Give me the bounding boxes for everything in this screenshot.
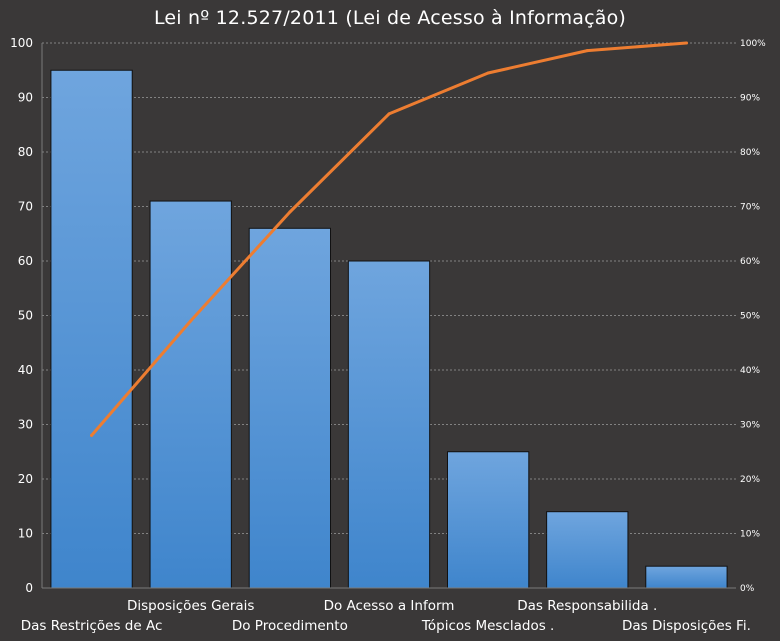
y-tick-label: 0	[25, 581, 33, 595]
x-category-label: Disposições Gerais	[127, 598, 254, 614]
y2-tick-label: 90%	[740, 94, 760, 104]
bar	[546, 511, 629, 589]
y2-tick-label: 80%	[740, 148, 760, 158]
y-tick-label: 70	[18, 200, 33, 214]
y-tick-label: 100	[10, 36, 33, 50]
y2-tick-label: 70%	[740, 203, 760, 213]
y2-tick-label: 0%	[740, 584, 755, 594]
line-point	[387, 112, 391, 116]
y-tick-label: 30	[18, 418, 33, 432]
bar	[248, 227, 332, 589]
y2-tick-label: 10%	[740, 530, 760, 540]
bar	[645, 565, 728, 589]
line-point	[288, 210, 292, 214]
x-category-label: Tópicos Mesclados .	[421, 618, 554, 634]
y-tick-label: 50	[18, 309, 33, 323]
x-category-label: Do Procedimento	[232, 618, 348, 634]
y-tick-label: 20	[18, 472, 33, 486]
y2-tick-label: 30%	[740, 421, 760, 431]
bar	[50, 69, 133, 589]
bar	[347, 260, 431, 589]
bar	[149, 200, 232, 589]
y2-tick-label: 60%	[740, 257, 760, 267]
line-point	[585, 49, 589, 53]
line-point	[90, 433, 94, 437]
line-point	[486, 71, 490, 75]
line-point	[684, 41, 688, 45]
x-category-label: Das Disposições Fi.	[622, 618, 751, 634]
chart-title: Lei nº 12.527/2011 (Lei de Acesso à Info…	[153, 7, 627, 29]
y-tick-label: 60	[18, 254, 33, 268]
y2-tick-label: 100%	[740, 39, 766, 49]
y-tick-label: 80	[18, 145, 33, 159]
y-tick-label: 10	[18, 527, 33, 541]
y-tick-label: 90	[18, 91, 33, 105]
line-point	[189, 319, 193, 323]
y2-tick-label: 20%	[740, 475, 760, 485]
x-category-label: Das Responsabilida .	[517, 598, 657, 614]
x-category-label: Do Acesso a Inform	[324, 598, 455, 614]
y2-tick-label: 40%	[740, 366, 760, 376]
y2-tick-label: 50%	[740, 312, 760, 322]
bar	[446, 451, 530, 589]
y-tick-label: 40	[18, 363, 33, 377]
x-category-label: Das Restrições de Ac	[21, 618, 163, 634]
